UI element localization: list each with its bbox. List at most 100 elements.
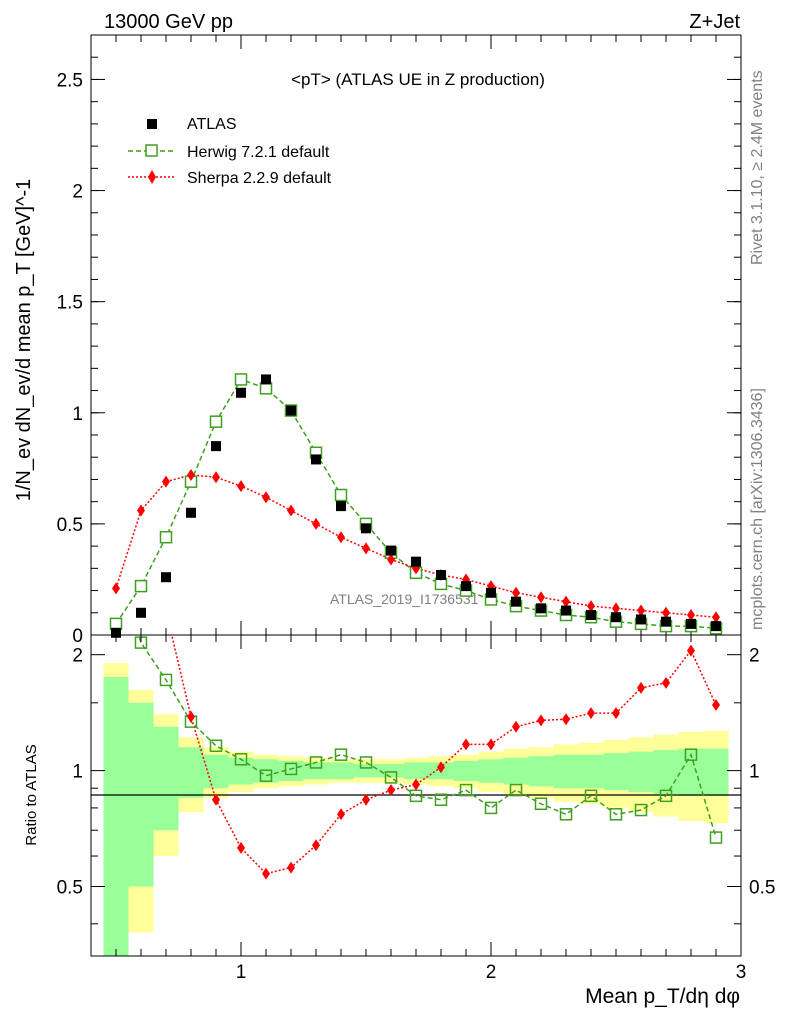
ratio-plot-frame [90,634,742,957]
herwig-ratio-point [434,793,448,807]
ratio-band-inner [653,750,679,794]
atlas-point [336,501,346,512]
atlas-point [636,614,646,625]
atlas-point [211,441,221,452]
x-tick-label: 3 [736,962,747,983]
herwig-ratio-point [484,801,498,815]
legend-atlas-label: ATLAS [187,116,237,133]
sherpa-ratio-point [237,841,245,854]
atlas-point [536,603,546,614]
sherpa-point [362,542,370,555]
herwig-ratio-point [334,748,348,761]
sherpa-ratio-point [162,605,170,617]
herwig-ratio-point [284,762,298,776]
atlas-point [711,621,721,632]
ratio-y-tick-label-left: 0.5 [57,878,83,899]
sherpa-point [387,553,395,566]
herwig-point [134,579,148,593]
herwig-ratio-point [159,673,173,687]
header-process-label: Z+Jet [689,11,740,33]
atlas-point [186,507,196,518]
ratio-band-inner [628,751,654,792]
mcplots-label: mcplots.cern.ch [arXiv:1306.3436] [749,388,766,630]
herwig-ratio-point [584,789,598,803]
atlas-point [361,523,371,534]
x-tick-label: 1 [236,962,247,983]
sherpa-ratio-point [662,676,670,689]
ratio-band-inner [103,677,129,956]
legend-sherpa-label: Sherpa 2.2.9 default [187,170,332,187]
atlas-point [611,612,621,623]
ratio-y-tick-label-left: 2 [72,646,83,667]
sherpa-point [262,491,270,504]
herwig-ratio-line [137,635,717,838]
sherpa-ratio-point [512,720,520,733]
ratio-band-inner [503,757,529,785]
sherpa-ratio-point [287,861,295,874]
sherpa-ratio-point [612,707,620,720]
sherpa-ratio-point [312,839,320,852]
sherpa-ratio-point [337,808,345,821]
ratio-band-inner [353,764,379,778]
ratio-band-inner [153,726,179,831]
ratio-band-inner [578,754,604,789]
herwig-ratio-point [534,797,548,811]
ratio-band-inner [478,759,504,783]
herwig-point [259,382,273,395]
ratio-band-inner [378,764,404,778]
ratio-y-axis-label: Ratio to ATLAS [23,744,40,845]
ratio-band-inner [453,760,479,781]
sherpa-point [212,471,220,484]
x-axis-label: Mean p_T/dη dφ [585,985,740,1008]
atlas-point [461,581,471,592]
main-y-tick-label: 2.5 [57,70,83,91]
sherpa-point [712,611,720,624]
legend-herwig-marker [145,144,158,157]
sherpa-point [537,591,545,604]
ratio-band-inner [253,759,279,783]
herwig-ratio-point [634,803,648,817]
herwig-ratio-point [659,789,673,803]
ratio-band-inner [553,754,579,789]
ratio-band-inner [328,762,354,780]
sherpa-point [162,475,170,488]
atlas-point [261,374,271,385]
ratio-band-inner [703,748,729,796]
legend-sherpa-marker [148,170,156,184]
main-y-tick-label: 1 [72,404,83,425]
herwig-ratio-point [609,808,623,821]
atlas-point [436,570,446,580]
herwig-ratio-point [684,748,698,761]
sherpa-ratio-point [262,867,270,880]
herwig-ratio-point [309,756,323,769]
sherpa-ratio-point [712,699,720,712]
legend: ATLAS Herwig 7.2.1 default Sherpa 2.2.9 … [128,116,332,187]
sherpa-ratio-point [487,738,495,751]
legend-herwig-label: Herwig 7.2.1 default [187,144,330,161]
sherpa-ratio-point [637,681,645,694]
ratio-band-inner [403,762,429,780]
sherpa-point [687,609,695,621]
sherpa-ratio-point [537,714,545,727]
ratio-y-tick-label-left: 1 [72,762,83,783]
main-y-tick-label: 0.5 [57,515,83,536]
herwig-ratio-point [209,739,223,753]
atlas-point [111,627,121,638]
main-plot: 0 0.5 1 1.5 2 2.5 <pT> (ATLAS UE in Z product… [57,34,742,647]
atlas-point [161,572,171,583]
x-tick-label: 2 [486,962,497,983]
atlas-point [286,405,296,416]
main-y-tick-label: 1.5 [57,293,83,314]
main-y-axis-label: 1/N_ev dN_ev/d mean p_T [GeV]^-1 [13,179,35,502]
atlas-point [586,610,596,620]
rivet-version-label: Rivet 3.1.10, ≥ 2.4M events [749,70,766,265]
atlas-point [136,607,146,618]
main-plot-title: <pT> (ATLAS UE in Z production) [291,70,545,89]
main-y-axis-label-text: 1/N_ev dN_ev/d mean p_T [GeV]^-1 [13,179,35,502]
sherpa-point [312,517,320,530]
atlas-point [511,596,521,607]
sherpa-point [637,604,645,617]
herwig-ratio-point [509,783,523,797]
herwig-ratio-point [259,769,273,782]
